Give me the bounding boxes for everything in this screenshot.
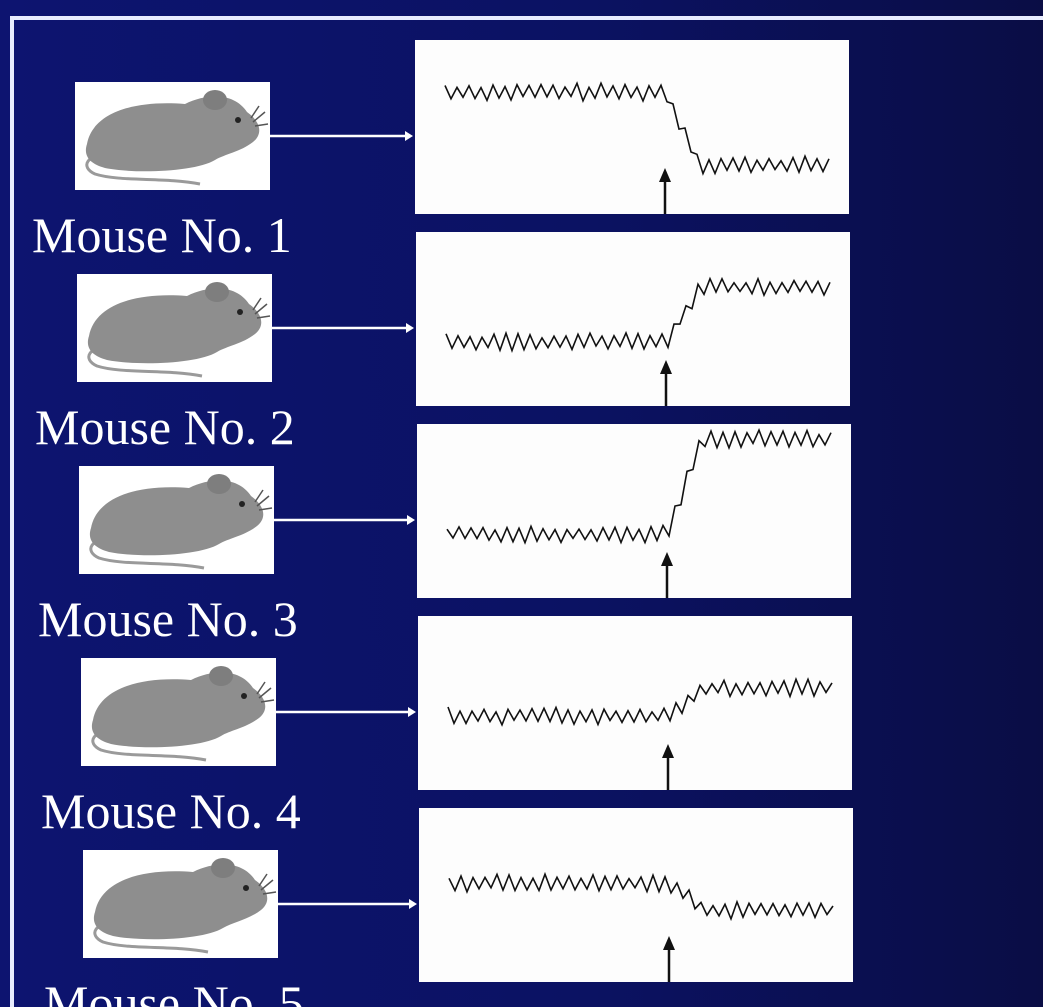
mouse-label: Mouse No. 3 xyxy=(38,591,298,647)
mouse-eye xyxy=(241,693,247,699)
mouse-whiskers xyxy=(252,297,271,319)
mouse-body xyxy=(87,288,262,364)
trace xyxy=(445,276,831,354)
mouse-body xyxy=(93,864,268,940)
trace xyxy=(444,81,830,176)
mouse-ear xyxy=(207,474,231,494)
trace-panel xyxy=(419,808,853,982)
connector-head xyxy=(408,707,416,717)
row: Mouse No. 4 xyxy=(41,616,852,839)
mouse-ear xyxy=(205,282,229,302)
mouse-icon xyxy=(93,858,277,954)
row: Mouse No. 5 xyxy=(44,808,853,1007)
mouse-body xyxy=(85,96,260,172)
mouse-icon xyxy=(87,282,271,378)
mouse-whiskers xyxy=(258,873,277,895)
mouse-body xyxy=(89,480,264,556)
trace xyxy=(448,871,834,922)
trace xyxy=(447,677,833,727)
mouse-eye xyxy=(239,501,245,507)
mouse-ear xyxy=(211,858,235,878)
frame xyxy=(10,16,1043,1007)
mouse-whiskers xyxy=(256,681,275,703)
mouse-body xyxy=(91,672,266,748)
mouse-label: Mouse No. 4 xyxy=(41,783,301,839)
mouse-icon xyxy=(91,666,275,762)
trace-panel xyxy=(416,232,850,406)
mouse-eye xyxy=(235,117,241,123)
row: Mouse No. 2 xyxy=(35,232,850,455)
mouse-label: Mouse No. 1 xyxy=(32,207,292,263)
mouse-whiskers xyxy=(254,489,273,511)
mouse-label: Mouse No. 5 xyxy=(44,975,304,1007)
trace xyxy=(446,428,832,545)
connector-head xyxy=(405,131,413,141)
mouse-ear xyxy=(203,90,227,110)
connector-head xyxy=(406,323,414,333)
trace-panel xyxy=(417,424,851,598)
mouse-icon xyxy=(85,90,269,186)
rows: Mouse No. 1 Mouse No. 2 Mouse No. 3 Mouse N… xyxy=(32,40,853,1007)
stimulus-arrow-head xyxy=(659,168,671,182)
connector-head xyxy=(409,899,417,909)
mouse-icon xyxy=(89,474,273,570)
stimulus-arrow-head xyxy=(661,552,673,566)
row: Mouse No. 3 xyxy=(38,424,851,647)
trace-panel xyxy=(415,40,849,214)
stimulus-arrow-head xyxy=(662,744,674,758)
mouse-whiskers xyxy=(250,105,269,127)
mouse-eye xyxy=(243,885,249,891)
stimulus-arrow-head xyxy=(660,360,672,374)
trace-panel xyxy=(418,616,852,790)
connector-head xyxy=(407,515,415,525)
mouse-label: Mouse No. 2 xyxy=(35,399,295,455)
mouse-eye xyxy=(237,309,243,315)
row: Mouse No. 1 xyxy=(32,40,849,263)
stimulus-arrow-head xyxy=(663,936,675,950)
mouse-ear xyxy=(209,666,233,686)
